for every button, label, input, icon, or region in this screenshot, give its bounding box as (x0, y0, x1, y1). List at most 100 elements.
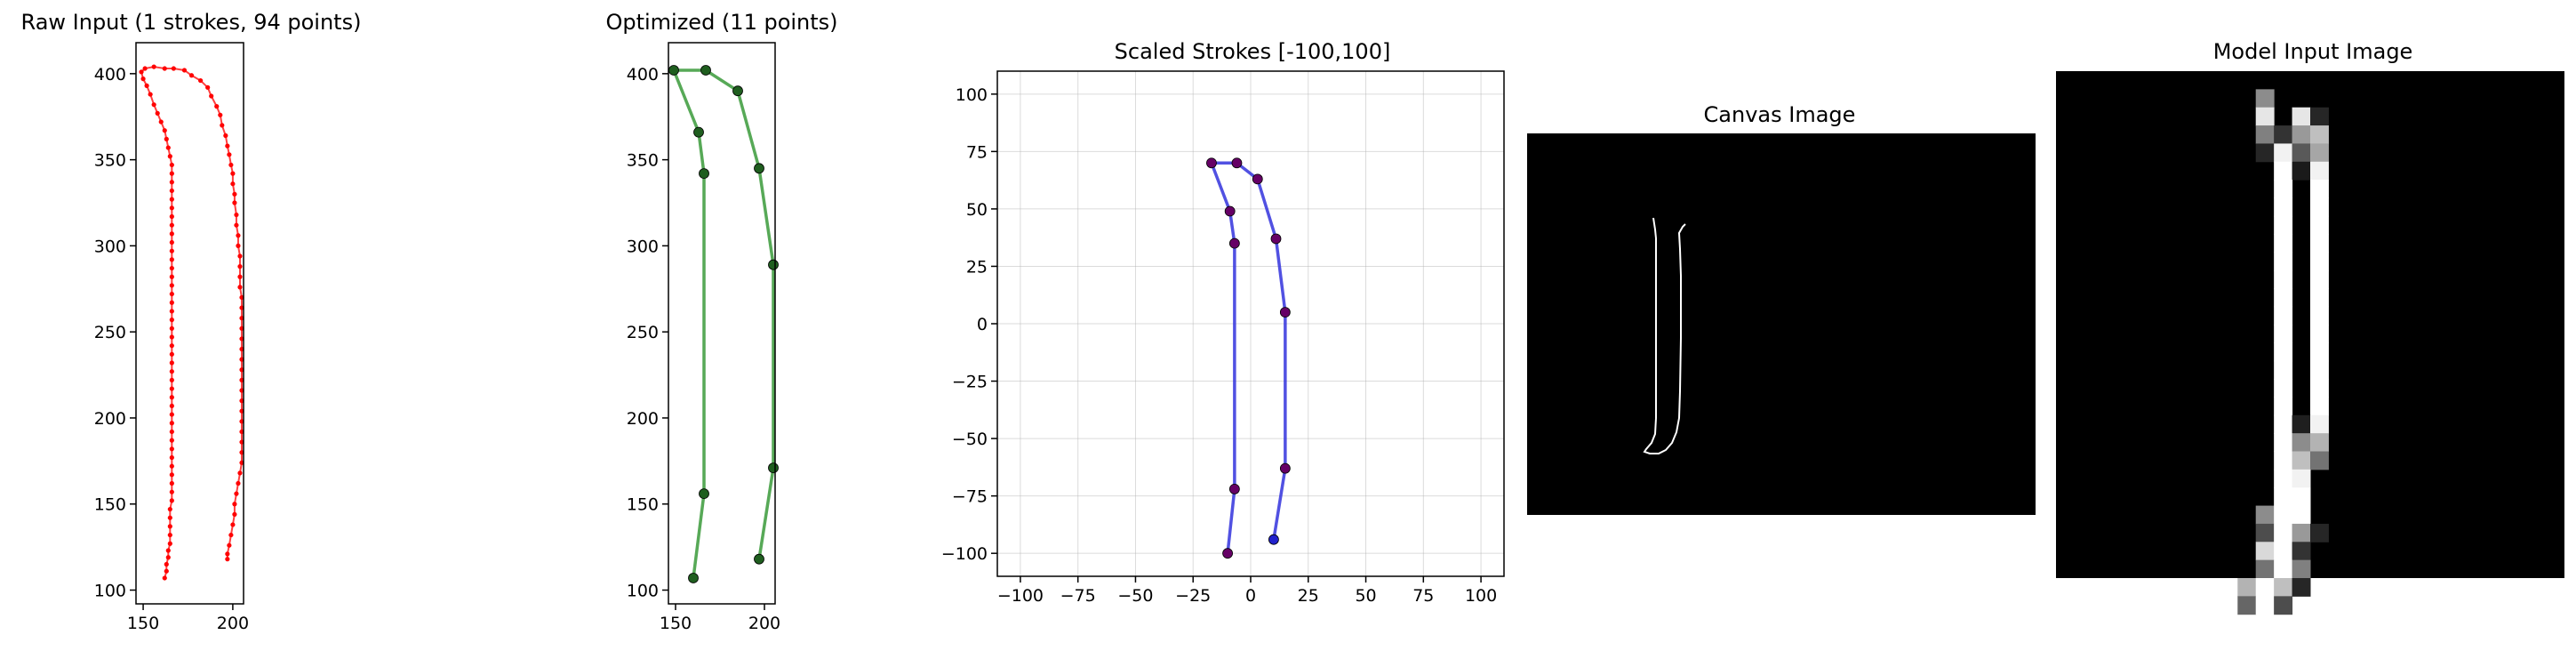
stroke-point (169, 309, 174, 314)
stroke-point (1231, 157, 1243, 169)
stroke-point (237, 470, 243, 476)
heatmap-cell (2274, 451, 2293, 470)
stroke-point (169, 231, 174, 237)
stroke-point (169, 283, 174, 288)
heatmap-cell (2274, 505, 2293, 525)
stroke-point (214, 104, 220, 109)
heatmap-cell (2255, 505, 2275, 525)
stroke-point (230, 181, 236, 187)
heatmap-cell (2310, 161, 2329, 181)
heatmap-cell (2310, 269, 2329, 289)
heatmap-cell (2292, 505, 2311, 525)
heatmap-cell (2274, 325, 2293, 343)
heatmap-cell (2310, 125, 2329, 144)
y-tick-label: 75 (966, 142, 988, 162)
heatmap-cell (2255, 542, 2275, 561)
stroke-point (148, 92, 153, 97)
stroke-point (169, 360, 174, 366)
stroke-point (169, 369, 174, 374)
stroke-point (693, 126, 704, 138)
stroke-point (169, 291, 174, 297)
heatmap-cell (2292, 559, 2311, 579)
x-tick-label: −50 (1117, 586, 1153, 606)
stroke-point (169, 334, 174, 340)
heatmap-cell (2274, 360, 2293, 380)
stroke-point (165, 555, 171, 560)
model-input-panel: Model Input Image (2056, 39, 2564, 615)
stroke-point (169, 454, 174, 461)
heatmap-cell (2310, 451, 2329, 470)
stroke-point (169, 317, 174, 323)
scaled-strokes-title: Scaled Strokes [-100,100] (1115, 39, 1391, 64)
stroke-point (169, 248, 174, 253)
y-tick-label: 200 (94, 409, 126, 429)
stroke-point (165, 145, 171, 150)
x-tick-label: −25 (1175, 586, 1211, 606)
raw-input-strokes (139, 64, 244, 581)
stroke-point (223, 133, 228, 139)
heatmap-cell (2292, 451, 2311, 470)
stroke-point (155, 110, 160, 116)
heatmap-cell (2292, 487, 2311, 507)
heatmap-cell (2274, 578, 2293, 597)
heatmap-cell (2274, 433, 2293, 452)
model-input-title: Model Input Image (2213, 39, 2413, 64)
stroke-point (169, 180, 174, 185)
stroke-point (236, 243, 241, 248)
x-tick-label: 100 (1465, 586, 1497, 606)
heatmap-cell (2274, 234, 2293, 253)
heatmap-cell (2274, 469, 2293, 488)
stroke-point (732, 85, 743, 97)
stroke-point (169, 274, 174, 279)
raw-input-frame (135, 42, 244, 605)
stroke-point (699, 168, 709, 180)
stroke-line (1210, 161, 1287, 554)
y-tick-label: 350 (627, 151, 659, 171)
stroke-point (169, 386, 174, 391)
heatmap-cell (2310, 143, 2329, 163)
canvas-image-panel: Canvas Image (1527, 102, 2036, 515)
stroke-point (144, 83, 149, 88)
stroke-point (169, 377, 174, 382)
stroke-point (768, 259, 779, 270)
heatmap-cell (2255, 143, 2275, 163)
heatmap-cell (2310, 215, 2329, 235)
heatmap-cell (2310, 433, 2329, 452)
stroke-point (209, 93, 214, 99)
stroke-point (169, 171, 174, 176)
stroke-point (167, 524, 172, 529)
heatmap-cell (2292, 469, 2311, 488)
stroke-point (754, 553, 764, 565)
raw-input-panel: Raw Input (1 strokes, 94 points) 150 200 1… (21, 10, 362, 633)
stroke-point (169, 403, 174, 409)
stroke-point (140, 76, 146, 82)
heatmap-cell (2292, 433, 2311, 452)
stroke-point (162, 575, 167, 581)
stroke-point (181, 68, 188, 73)
stroke-point (1228, 237, 1240, 249)
stroke-line (672, 68, 775, 579)
heatmap-cell (2255, 89, 2275, 108)
y-tick-label: 300 (94, 237, 126, 256)
y-tick-label: 100 (627, 582, 659, 601)
stroke-point (1279, 307, 1291, 317)
stroke-point (237, 253, 243, 259)
heatmap-cell (2274, 180, 2293, 198)
heatmap-cell (2274, 161, 2293, 181)
stroke-point (169, 429, 174, 435)
stroke-point (668, 65, 679, 76)
stroke-point (220, 123, 225, 128)
y-tick-label: 300 (627, 237, 659, 256)
heatmap-cell (2274, 379, 2293, 398)
x-tick-label: 25 (1298, 586, 1319, 606)
heatmap-cell (2274, 288, 2293, 308)
y-tick-label: 150 (627, 495, 659, 515)
x-tick-label: 150 (660, 614, 692, 633)
stroke-point (162, 66, 167, 71)
stroke-point (1270, 233, 1282, 245)
heatmap-cell (2274, 523, 2293, 542)
heatmap-cell (2310, 252, 2329, 271)
heatmap-cell (2292, 578, 2311, 597)
